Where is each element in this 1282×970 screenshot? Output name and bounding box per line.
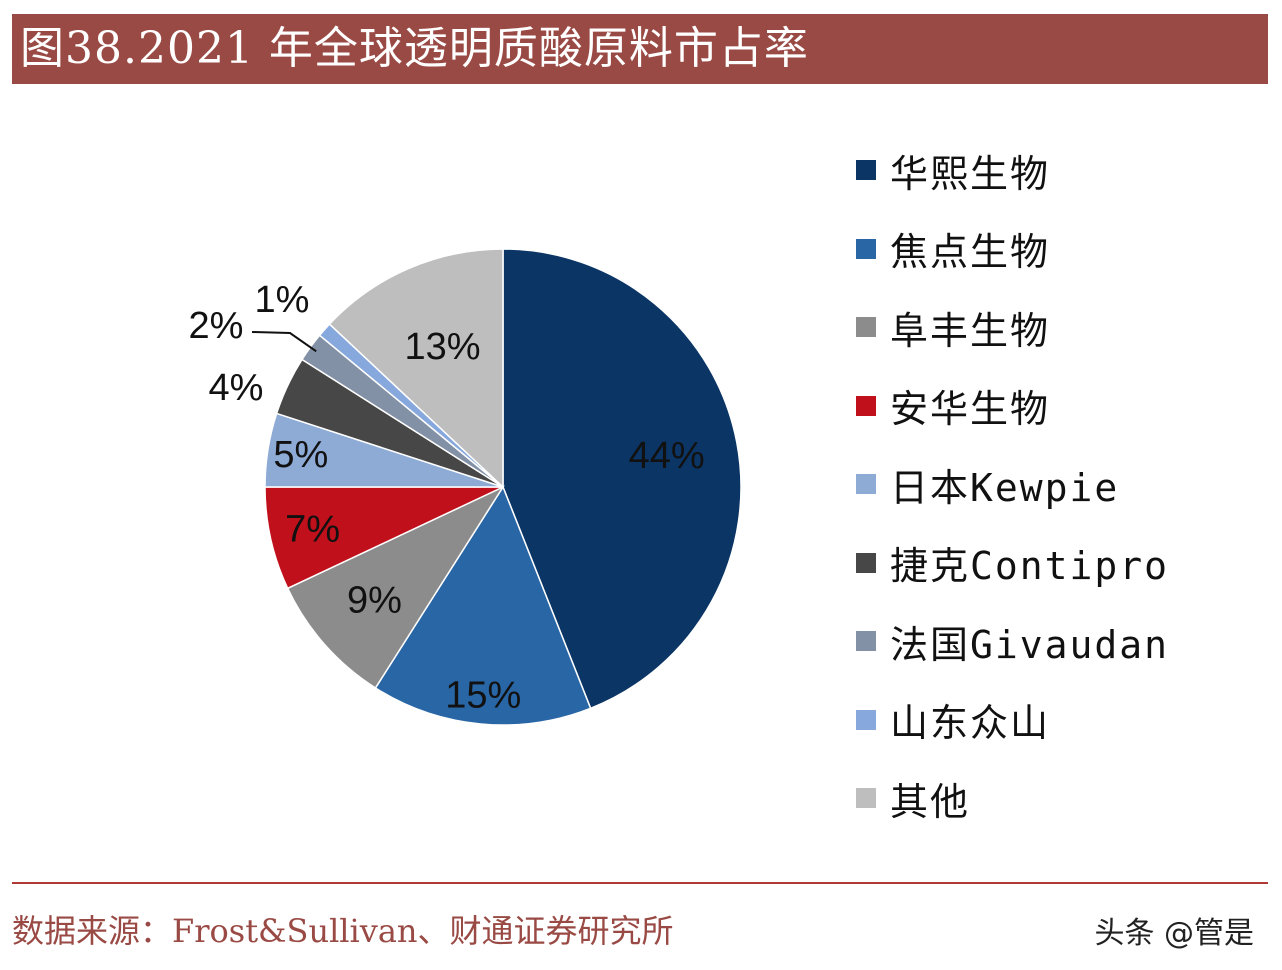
legend-swatch: [856, 395, 876, 416]
legend-swatch: [856, 474, 876, 494]
title-bar: 图38.2021 年全球透明质酸原料市占率: [12, 14, 1268, 84]
legend-item: 法国Givaudan: [856, 611, 1169, 671]
pie-slice-4: [264, 486, 504, 590]
bottom-divider: [12, 882, 1268, 884]
data-label-7: 2%: [189, 305, 244, 347]
legend-item: 阜丰生物: [856, 297, 1050, 357]
leader-line: [251, 331, 317, 353]
legend-label: 焦点生物: [890, 230, 1051, 274]
pie-slice-9: [328, 248, 504, 489]
legend-item: 山东众山: [856, 690, 1050, 750]
legend-label: 日本Kewpie: [890, 465, 1120, 510]
legend-label: 法国Givaudan: [890, 622, 1170, 667]
legend-label: 山东众山: [890, 701, 1051, 745]
watermark: 头条 @管是: [1094, 916, 1254, 951]
data-label-3: 9%: [347, 579, 402, 621]
legend-swatch: [856, 709, 876, 730]
data-label-5: 5%: [273, 434, 328, 476]
legend-swatch: [856, 631, 876, 651]
legend-label: 其他: [890, 779, 971, 824]
legend-item: 焦点生物: [856, 219, 1050, 279]
legend-swatch: [856, 317, 876, 337]
legend-item: 捷克Contipro: [856, 533, 1169, 593]
chart-title: 图38.2021 年全球透明质酸原料市占率: [20, 23, 809, 74]
data-label-6: 4%: [209, 367, 264, 409]
legend-label: 华熙生物: [890, 151, 1051, 196]
data-label-2: 15%: [445, 675, 521, 717]
data-label-8: 1%: [255, 279, 310, 321]
legend-label: 阜丰生物: [890, 308, 1051, 353]
legend-item: 日本Kewpie: [856, 454, 1119, 514]
legend-swatch: [856, 238, 876, 259]
legend-swatch: [856, 160, 876, 180]
source-note: 数据来源：Frost&Sullivan、财通证券研究所: [12, 912, 674, 950]
data-label-1: 44%: [629, 435, 705, 477]
legend-item: 华熙生物: [856, 140, 1050, 200]
pie-slice-3: [286, 485, 506, 689]
data-label-9: 13%: [404, 326, 480, 368]
pie-slice-2: [374, 485, 592, 726]
legend-swatch: [856, 788, 876, 808]
legend-item: 其他: [856, 768, 970, 828]
legend-item: 安华生物: [856, 376, 1050, 436]
legend-label: 捷克Contipro: [890, 544, 1170, 588]
pie-slice-1: [502, 248, 742, 710]
legend-swatch: [856, 552, 876, 573]
data-label-4: 7%: [285, 509, 340, 551]
legend-label: 安华生物: [890, 387, 1051, 431]
